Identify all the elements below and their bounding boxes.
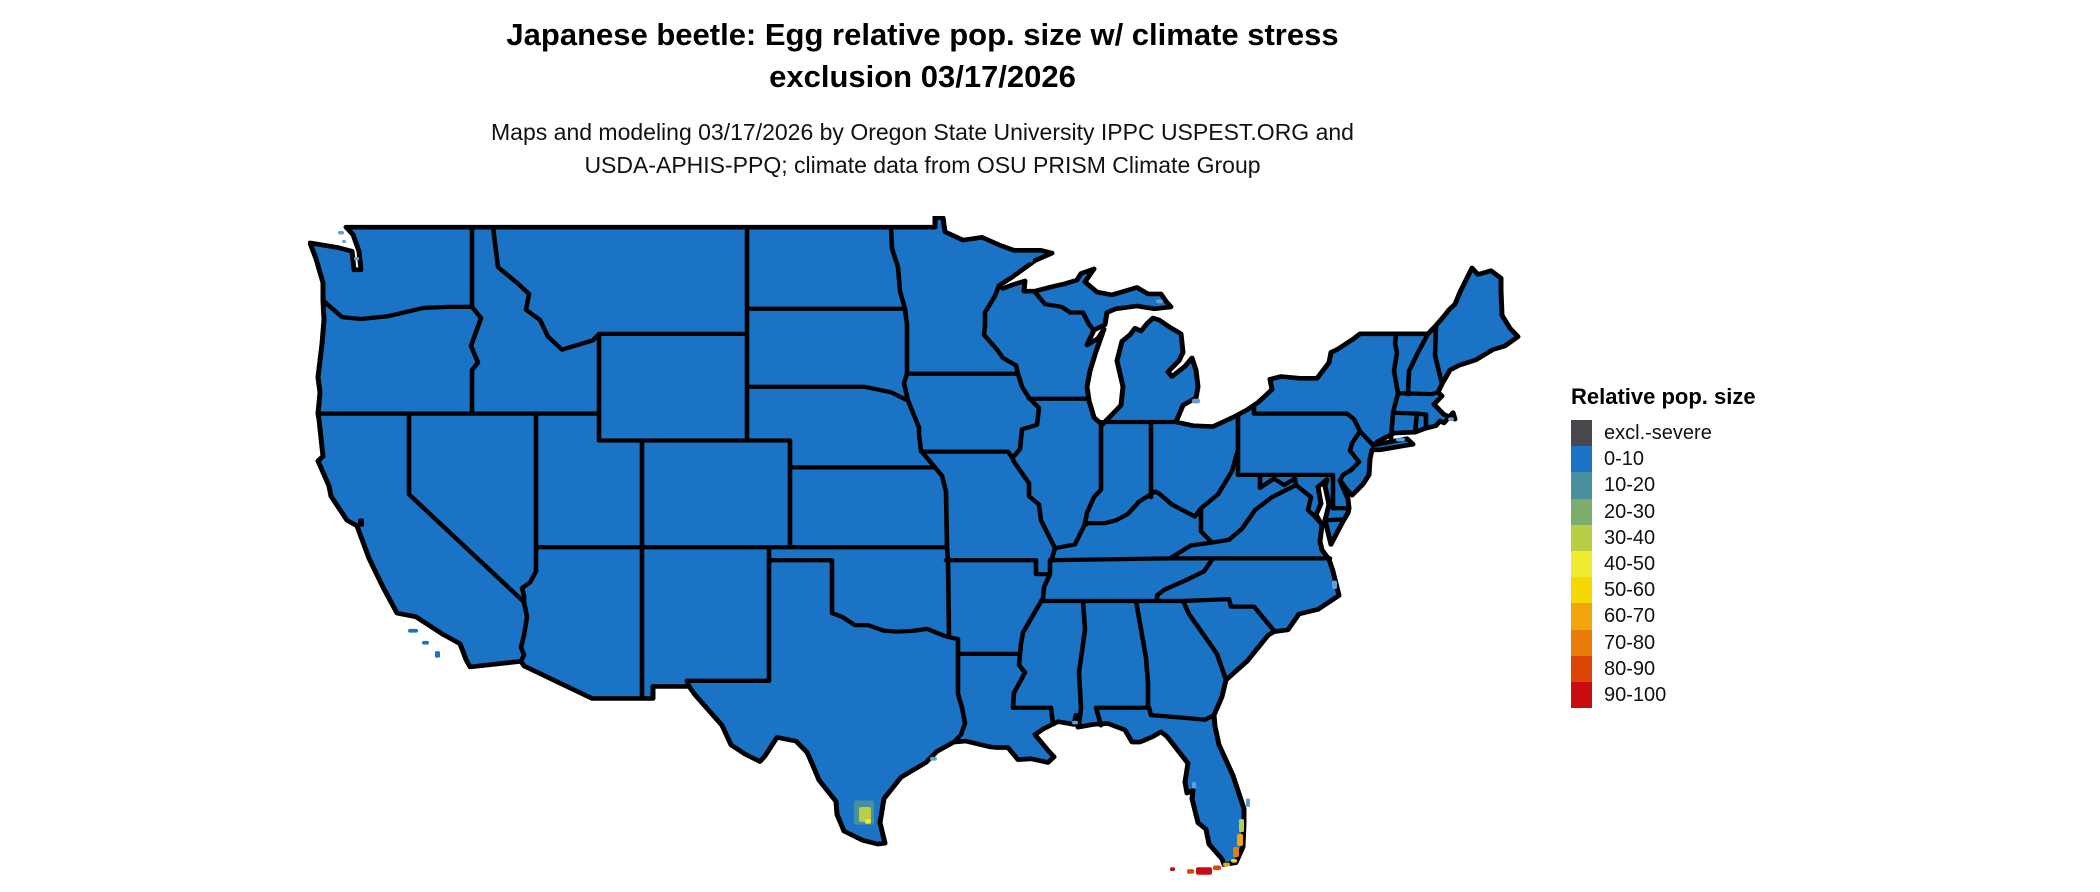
legend-swatch [1571,524,1592,551]
channel-island-1 [408,628,418,633]
florida-keys-pop-80-90-b [1213,865,1221,871]
legend-swatch [1571,472,1592,499]
legend: Relative pop. size excl.-severe 0-10 10-20… [1571,384,1831,709]
galveston-bay [930,756,937,761]
legend-item: 90-100 [1571,681,1831,709]
cape-cod-bay [1448,417,1454,422]
legend-item-label: 30-40 [1604,526,1656,549]
legend-item: 50-60 [1571,577,1831,604]
florida-keys-pop-50-60 [1231,858,1237,863]
title-line-2: exclusion 03/17/2026 [769,59,1076,94]
south-florida-pop-30-40 [1239,819,1244,833]
legend-swatch [1571,550,1592,578]
south-texas-pop-20-30 [859,806,871,822]
legend-item-label: 50-60 [1604,579,1656,602]
puget-shore [354,256,359,261]
legend-item: 10-20 [1571,472,1831,499]
san-francisco-bay [358,518,364,527]
us-land-area [308,216,1521,867]
legend-swatch [1571,629,1592,656]
florida-keys-pop-90-100-a [1170,867,1175,872]
legend-swatch [1571,603,1592,630]
title-line-1: Japanese beetle: Egg relative pop. size … [506,17,1339,52]
legend-item: excl.-severe [1571,420,1831,447]
legend-item-label: 90-100 [1604,683,1667,706]
channel-island-2 [422,640,429,645]
legend-item-label: 40-50 [1604,552,1656,575]
page-subtitle: Maps and modeling 03/17/2026 by Oregon S… [320,116,1525,182]
legend-item: 30-40 [1571,524,1831,551]
subtitle-line-2: USDA-APHIS-PPQ; climate data from OSU PR… [584,152,1261,178]
legend-item: 0-10 [1571,446,1831,473]
san-juan-islands [338,230,344,235]
legend-swatch [1571,498,1592,525]
legend-item-label: 60-70 [1604,605,1656,628]
florida-keys-pop-80-90-a [1187,869,1194,874]
us-map-svg [308,216,1521,875]
legend-swatch [1571,577,1592,604]
page-title: Japanese beetle: Egg relative pop. size … [320,14,1525,98]
legend-swatch [1571,681,1592,709]
legend-swatch [1571,446,1592,473]
tampa-bay [1192,781,1196,789]
florida-east-coast [1246,798,1250,807]
florida-keys-pop-60-70 [1223,862,1230,867]
florida-keys-pop-90-100-b [1196,867,1212,875]
channel-island-3 [435,651,440,658]
coastal-raster-specks [338,230,1454,807]
legend-item-label: 10-20 [1604,474,1656,497]
legend-item-label: 70-80 [1604,631,1656,654]
pamlico-sound [1332,580,1337,589]
south-florida-pop-60-70 [1237,833,1243,846]
subtitle-line-1: Maps and modeling 03/17/2026 by Oregon S… [491,119,1354,145]
mackinac-islands [1156,299,1163,304]
legend-item-label: 80-90 [1604,657,1656,680]
legend-item: 80-90 [1571,655,1831,682]
us-map [308,216,1528,884]
legend-title: Relative pop. size [1571,384,1756,409]
state-borders [315,224,1445,745]
legend-item: 40-50 [1571,550,1831,578]
puget-island [342,240,346,243]
legend-swatch [1571,420,1592,447]
legend-item: 20-30 [1571,498,1831,525]
population-hotspots [854,800,1244,875]
legend-item: 70-80 [1571,629,1831,656]
south-florida-pop-70-80 [1233,846,1239,858]
isle-royale [1022,258,1033,263]
legend-item-label: excl.-severe [1604,422,1712,444]
legend-item-label: 0-10 [1604,448,1645,471]
legend-items: excl.-severe 0-10 10-20 20-30 30-40 40-50 50-6… [1571,420,1831,709]
legend-item: 60-70 [1571,603,1831,630]
lake-st-clair [1192,398,1200,404]
legend-item-label: 20-30 [1604,500,1656,523]
long-island-sound [1396,437,1405,442]
south-texas-pop-40-50 [865,819,871,824]
mobile-bay [1072,720,1078,725]
legend-swatch [1571,655,1592,682]
